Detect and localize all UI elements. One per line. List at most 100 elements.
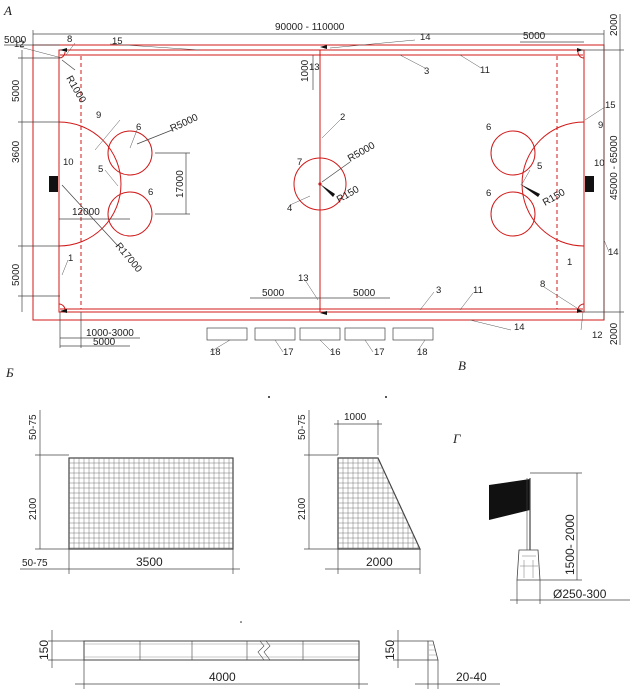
callout-label: 3	[436, 285, 441, 296]
board-height-right: 150	[383, 640, 397, 660]
callout-label: 6	[486, 122, 491, 133]
callout-label: 3	[424, 66, 429, 77]
flag-height: 1500- 2000	[563, 514, 577, 575]
left-penalty-arc	[58, 121, 122, 247]
callout-label: 17	[374, 347, 385, 358]
callout-label: 5	[537, 161, 542, 172]
callout-label: 9	[598, 120, 603, 131]
bench-17-right	[344, 327, 386, 341]
callout-label: 4	[287, 203, 292, 214]
left-circle-lower	[107, 191, 153, 237]
right-goal	[585, 176, 594, 192]
dim-left-3600: 3600	[11, 140, 22, 163]
corner-arc-tr	[577, 51, 585, 59]
outer-safety-zone	[32, 44, 605, 321]
callout-label: 6	[136, 122, 141, 133]
dim-field-width: 45000 - 65000	[609, 135, 620, 200]
section-a-label: А	[3, 3, 12, 18]
right-circle-upper	[490, 130, 536, 176]
goal-side-height: 2100	[297, 497, 308, 520]
dim-corner-tr: 5000	[523, 31, 546, 42]
dim-17000: 17000	[175, 170, 186, 198]
dim-bottom-5000-right: 5000	[353, 288, 376, 299]
callout-label: 18	[210, 347, 221, 358]
callout-label: 1	[567, 257, 572, 268]
leader-r5000-left	[136, 129, 173, 145]
callout-label: 13	[298, 273, 309, 284]
center-circle	[293, 157, 347, 211]
bench-18-left	[206, 327, 248, 341]
callout-label: 16	[330, 347, 341, 358]
board-thickness: 20-40	[456, 670, 487, 684]
callout-label: 12	[14, 39, 25, 50]
callout-label: 15	[112, 36, 123, 47]
callout-label: 13	[309, 62, 320, 73]
corner-flag-tr	[577, 48, 583, 52]
callout-label: 14	[420, 32, 431, 43]
right-circle-lower	[490, 191, 536, 237]
callout-label: 11	[480, 65, 490, 76]
dim-r5000-center: R5000	[346, 140, 377, 164]
callout-label: 11	[473, 285, 483, 296]
callout-label: 6	[148, 187, 153, 198]
dim-right-2000-bottom: 2000	[609, 322, 620, 345]
board-height-left: 150	[37, 640, 51, 660]
callout-label: 2	[340, 112, 345, 123]
section-v-label: В	[458, 358, 466, 373]
dim-field-length: 90000 - 110000	[275, 22, 345, 33]
section-b-label: Б	[5, 365, 14, 380]
dim-center-1000: 1000	[300, 59, 311, 82]
callout-label: 5	[98, 164, 103, 175]
callout-label: 10	[63, 157, 74, 168]
center-flag-top	[320, 45, 327, 49]
bench-16	[299, 327, 341, 341]
dim-r1000: R1000	[63, 74, 87, 105]
callout-label: 12	[592, 330, 603, 341]
corner-flag	[489, 478, 541, 581]
callout-label: 7	[297, 157, 302, 168]
goal-side-depth: 2000	[366, 555, 393, 569]
bench-18-right	[392, 327, 434, 341]
goal-side-view	[337, 457, 421, 550]
goal-front-height: 2100	[28, 497, 39, 520]
dim-bottom-5000-left: 5000	[262, 288, 285, 299]
callout-label: 15	[605, 100, 616, 111]
dim-r5000-left: R5000	[169, 112, 201, 135]
goal-front-view	[68, 457, 234, 550]
section-g-label: Г	[452, 431, 461, 446]
callout-label: 6	[486, 188, 491, 199]
dim-bottom-5000: 5000	[93, 337, 116, 348]
dim-right-2000-top: 2000	[609, 13, 620, 36]
callout-label: 8	[540, 279, 545, 290]
corner-flag-bl	[60, 309, 67, 313]
callout-label: 1	[68, 253, 73, 264]
bench-17-left	[254, 327, 296, 341]
corner-flag-tl	[60, 48, 67, 52]
goal-front-top: 50-75	[28, 414, 39, 440]
goal-front-width: 3500	[136, 555, 163, 569]
callout-label: 9	[96, 110, 101, 121]
goal-side-top: 50-75	[297, 414, 308, 440]
callout-label: 14	[514, 322, 525, 333]
goal-side-top-width: 1000	[344, 412, 367, 423]
side-board	[83, 640, 360, 661]
callout-label: 18	[417, 347, 428, 358]
left-circle-upper	[107, 130, 153, 176]
dim-r150-center: R150	[335, 184, 362, 206]
dim-12000: 12000	[72, 207, 100, 218]
dim-left-5000-bottom: 5000	[11, 263, 22, 286]
left-goal	[49, 176, 58, 192]
dim-1000-3000: 1000-3000	[86, 328, 134, 339]
goal-front-bottom: 50-75	[22, 558, 48, 569]
corner-flag-br	[577, 309, 583, 313]
field-boundary	[58, 49, 585, 313]
callout-label: 8	[67, 34, 72, 45]
flag-diameter: Ø250-300	[553, 587, 607, 601]
callout-label: 14	[608, 247, 619, 258]
dim-corner-tl: 5000	[4, 35, 27, 46]
board-section	[427, 640, 439, 661]
board-length: 4000	[209, 670, 236, 684]
callout-label: 10	[594, 158, 605, 169]
